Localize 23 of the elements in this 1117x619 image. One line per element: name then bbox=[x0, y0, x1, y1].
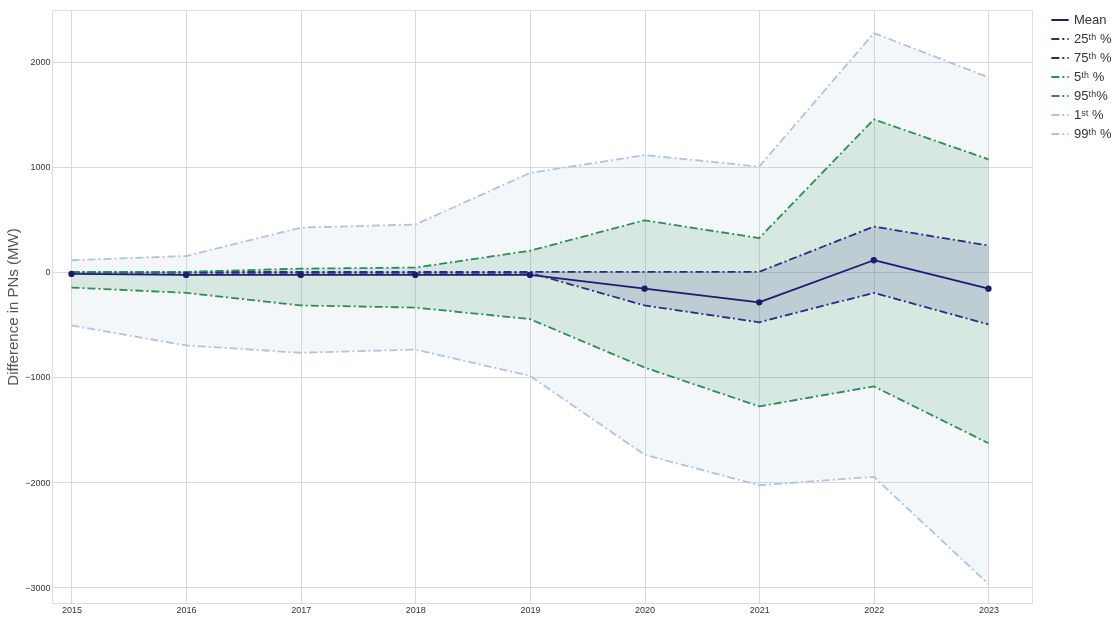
x-tick-label: 2016 bbox=[176, 604, 197, 615]
x-tick-label: 2021 bbox=[749, 604, 770, 615]
x-tick-label: 2023 bbox=[978, 604, 999, 615]
y-tick-label: 1000 bbox=[30, 162, 51, 173]
y-tick-label: 0 bbox=[45, 267, 51, 278]
legend-label: Mean bbox=[1074, 12, 1107, 27]
x-tick-label: 2017 bbox=[291, 604, 312, 615]
y-tick-label: −1000 bbox=[25, 372, 51, 383]
legend-label: 5ᵗʰ % bbox=[1074, 69, 1105, 84]
legend-label: 75ᵗʰ % bbox=[1074, 50, 1112, 65]
y-tick-label: −3000 bbox=[25, 582, 51, 593]
legend-label: 95ᵗʰ% bbox=[1074, 88, 1109, 103]
y-axis-title: Difference in PNs (MW) bbox=[4, 228, 22, 386]
y-tick-label: −2000 bbox=[25, 477, 51, 488]
legend-label: 1ˢᵗ % bbox=[1074, 107, 1105, 122]
x-tick-label: 2022 bbox=[864, 604, 885, 615]
x-tick-label: 2018 bbox=[405, 604, 426, 615]
x-tick-label: 2015 bbox=[61, 604, 82, 615]
y-tick-label: 2000 bbox=[30, 57, 51, 68]
x-tick-label: 2020 bbox=[635, 604, 656, 615]
x-tick-label: 2019 bbox=[520, 604, 541, 615]
legend-label: 25ᵗʰ % bbox=[1074, 31, 1112, 46]
legend-label: 99ᵗʰ % bbox=[1074, 126, 1112, 141]
